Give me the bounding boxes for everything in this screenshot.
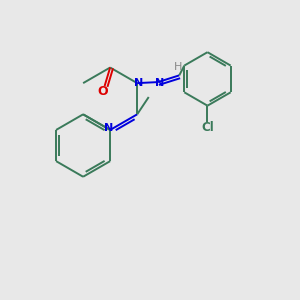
Text: H: H — [174, 62, 182, 72]
Text: N: N — [104, 124, 113, 134]
Text: N: N — [134, 78, 143, 88]
Text: O: O — [97, 85, 107, 98]
Text: Cl: Cl — [201, 122, 214, 134]
Text: N: N — [155, 78, 164, 88]
